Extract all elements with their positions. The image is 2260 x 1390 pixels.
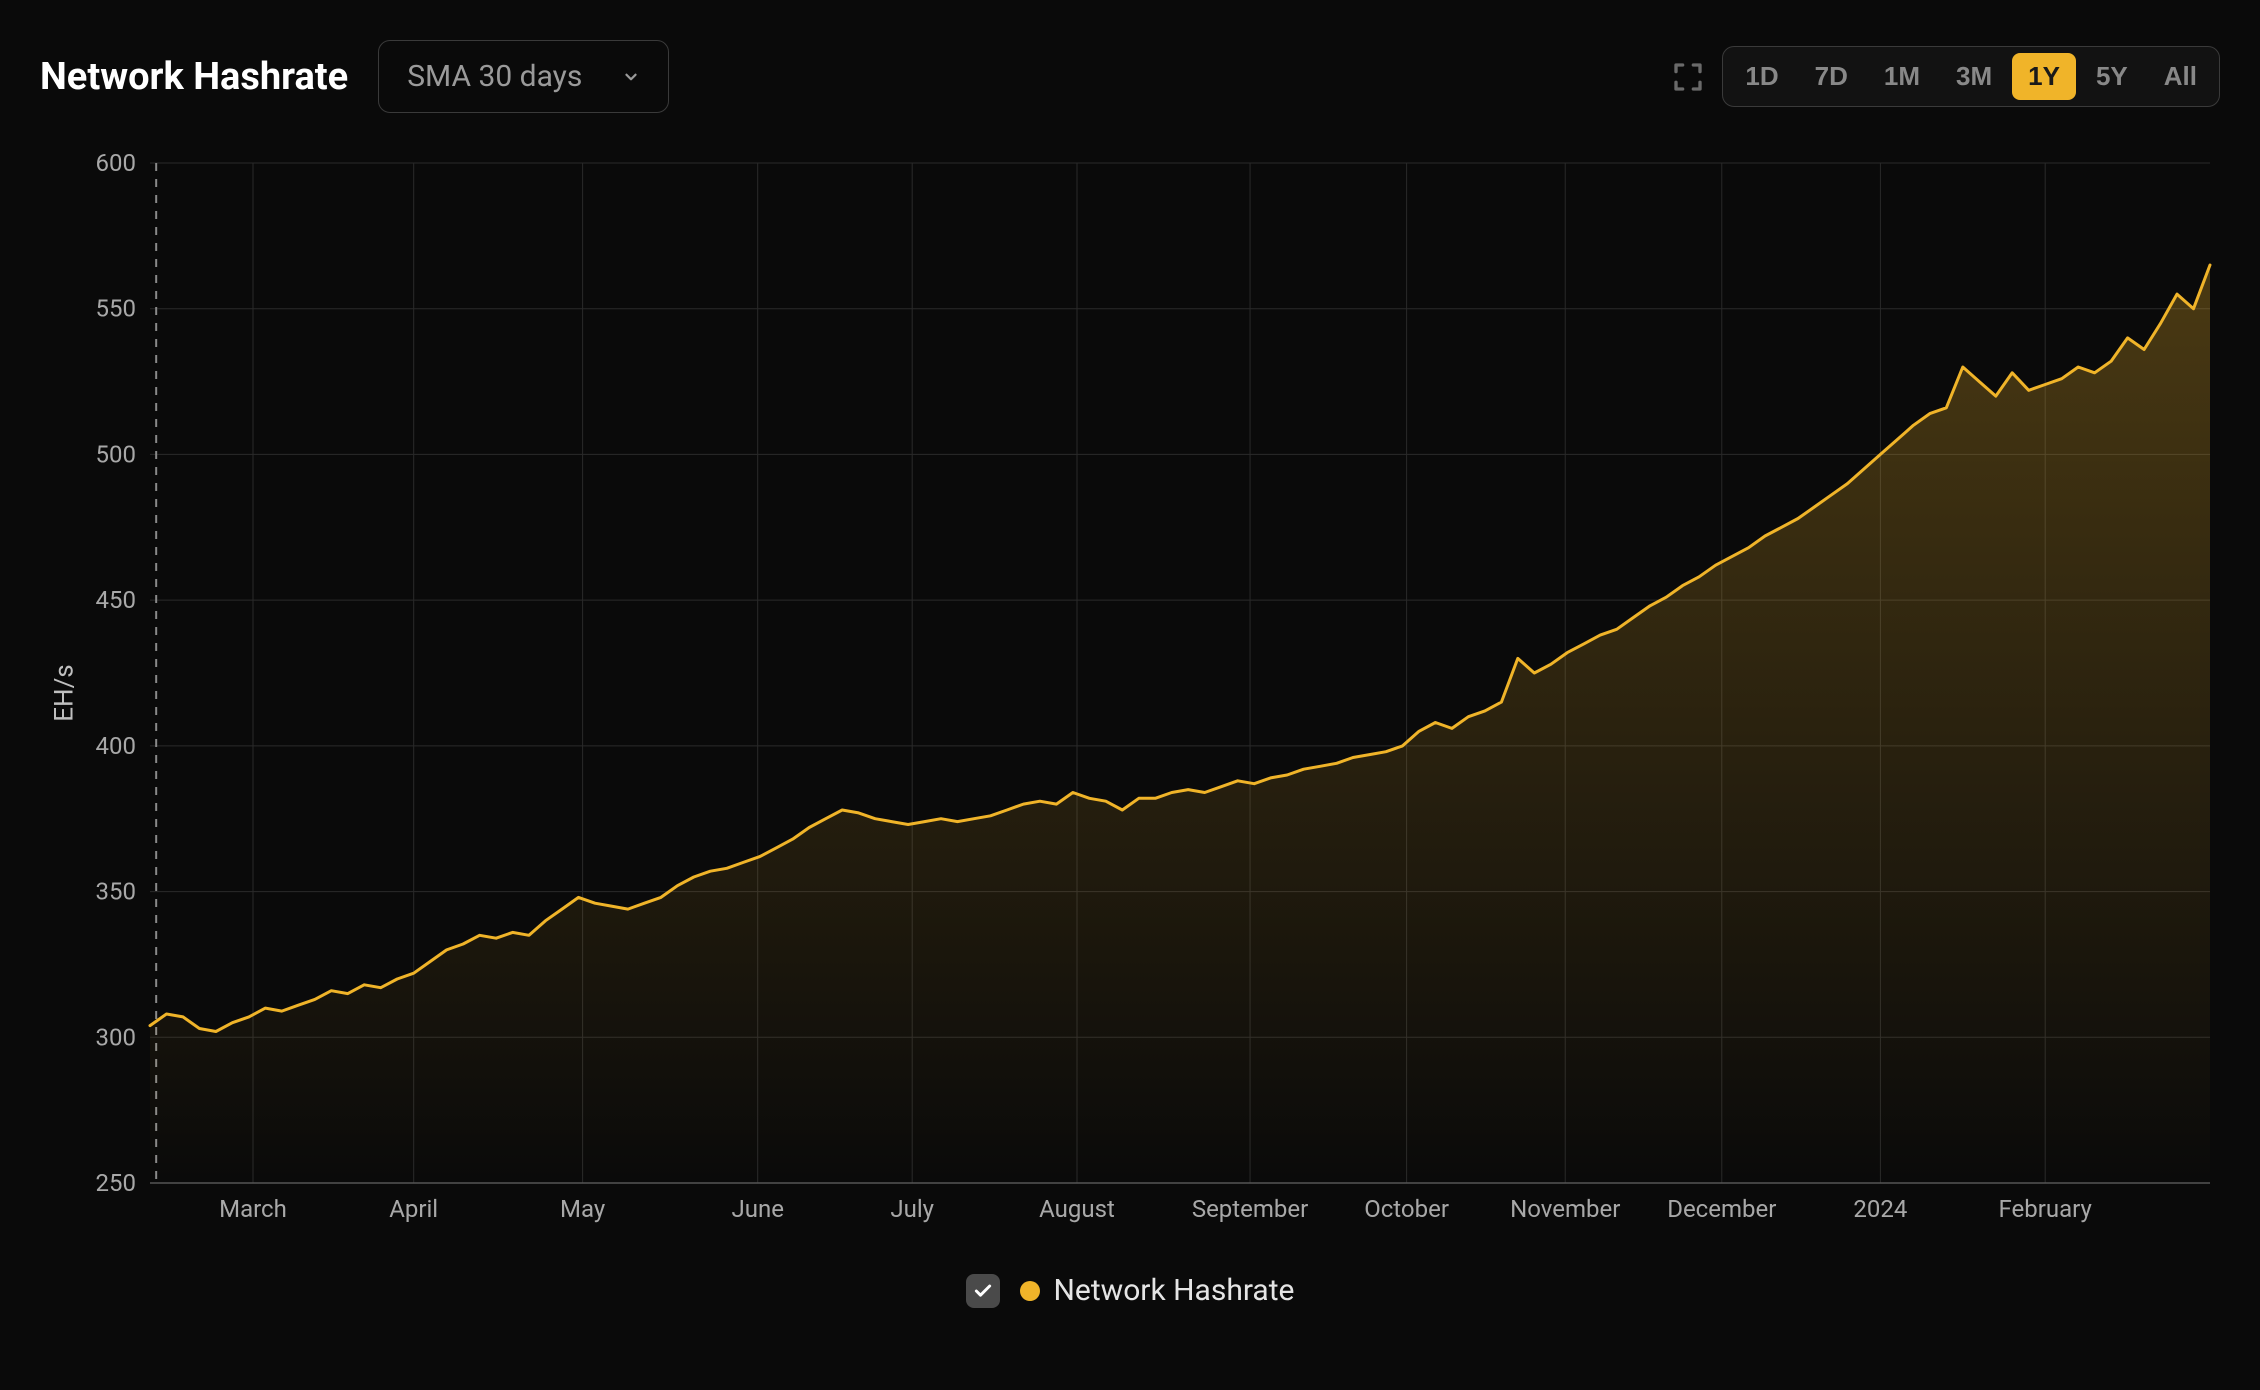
range-btn-all[interactable]: All: [2148, 53, 2213, 100]
line-chart-svg: 250 300 350 400 450 500 550 600 March April May Jun…: [40, 143, 2220, 1243]
svg-text:October: October: [1364, 1195, 1449, 1223]
range-btn-5y[interactable]: 5Y: [2080, 53, 2144, 100]
expand-icon[interactable]: [1672, 61, 1704, 93]
svg-text:February: February: [1999, 1195, 2093, 1223]
svg-text:August: August: [1039, 1195, 1115, 1223]
svg-text:July: July: [890, 1195, 934, 1223]
svg-text:300: 300: [96, 1023, 136, 1051]
chart-legend: Network Hashrate: [40, 1273, 2220, 1308]
legend-label: Network Hashrate: [1054, 1273, 1295, 1308]
svg-text:December: December: [1667, 1195, 1776, 1223]
range-btn-1m[interactable]: 1M: [1868, 53, 1936, 100]
svg-text:March: March: [219, 1195, 287, 1223]
svg-text:400: 400: [96, 732, 136, 760]
sma-dropdown[interactable]: SMA 30 days: [378, 40, 669, 113]
header-left: Network Hashrate SMA 30 days: [40, 40, 669, 113]
range-btn-3m[interactable]: 3M: [1940, 53, 2008, 100]
svg-text:April: April: [389, 1195, 438, 1223]
svg-text:September: September: [1192, 1195, 1308, 1223]
svg-text:500: 500: [96, 440, 136, 468]
chart-header: Network Hashrate SMA 30 days 1D7D1M3M1Y5…: [40, 40, 2220, 113]
time-range-selector: 1D7D1M3M1Y5YAll: [1722, 46, 2220, 107]
check-icon: [973, 1281, 993, 1301]
chevron-down-icon: [622, 68, 640, 86]
svg-text:450: 450: [96, 586, 136, 614]
chart-title: Network Hashrate: [40, 55, 348, 99]
legend-checkbox[interactable]: [966, 1274, 1000, 1308]
range-btn-1y[interactable]: 1Y: [2012, 53, 2076, 100]
svg-text:350: 350: [96, 878, 136, 906]
svg-text:May: May: [560, 1195, 606, 1223]
range-btn-7d[interactable]: 7D: [1799, 53, 1864, 100]
range-btn-1d[interactable]: 1D: [1729, 53, 1794, 100]
header-right: 1D7D1M3M1Y5YAll: [1672, 46, 2220, 107]
y-axis-title: EH/s: [50, 664, 80, 721]
sma-dropdown-label: SMA 30 days: [407, 59, 582, 94]
svg-text:November: November: [1510, 1195, 1620, 1223]
svg-text:250: 250: [96, 1169, 136, 1197]
legend-dot: [1020, 1281, 1040, 1301]
svg-text:June: June: [731, 1195, 783, 1223]
legend-item[interactable]: Network Hashrate: [1020, 1273, 1295, 1308]
chart-area: EH/s 250 300 350 400 450 500 550 600 March April M…: [40, 143, 2220, 1243]
svg-text:600: 600: [96, 149, 136, 177]
svg-text:2024: 2024: [1853, 1195, 1907, 1223]
svg-text:550: 550: [96, 295, 136, 323]
